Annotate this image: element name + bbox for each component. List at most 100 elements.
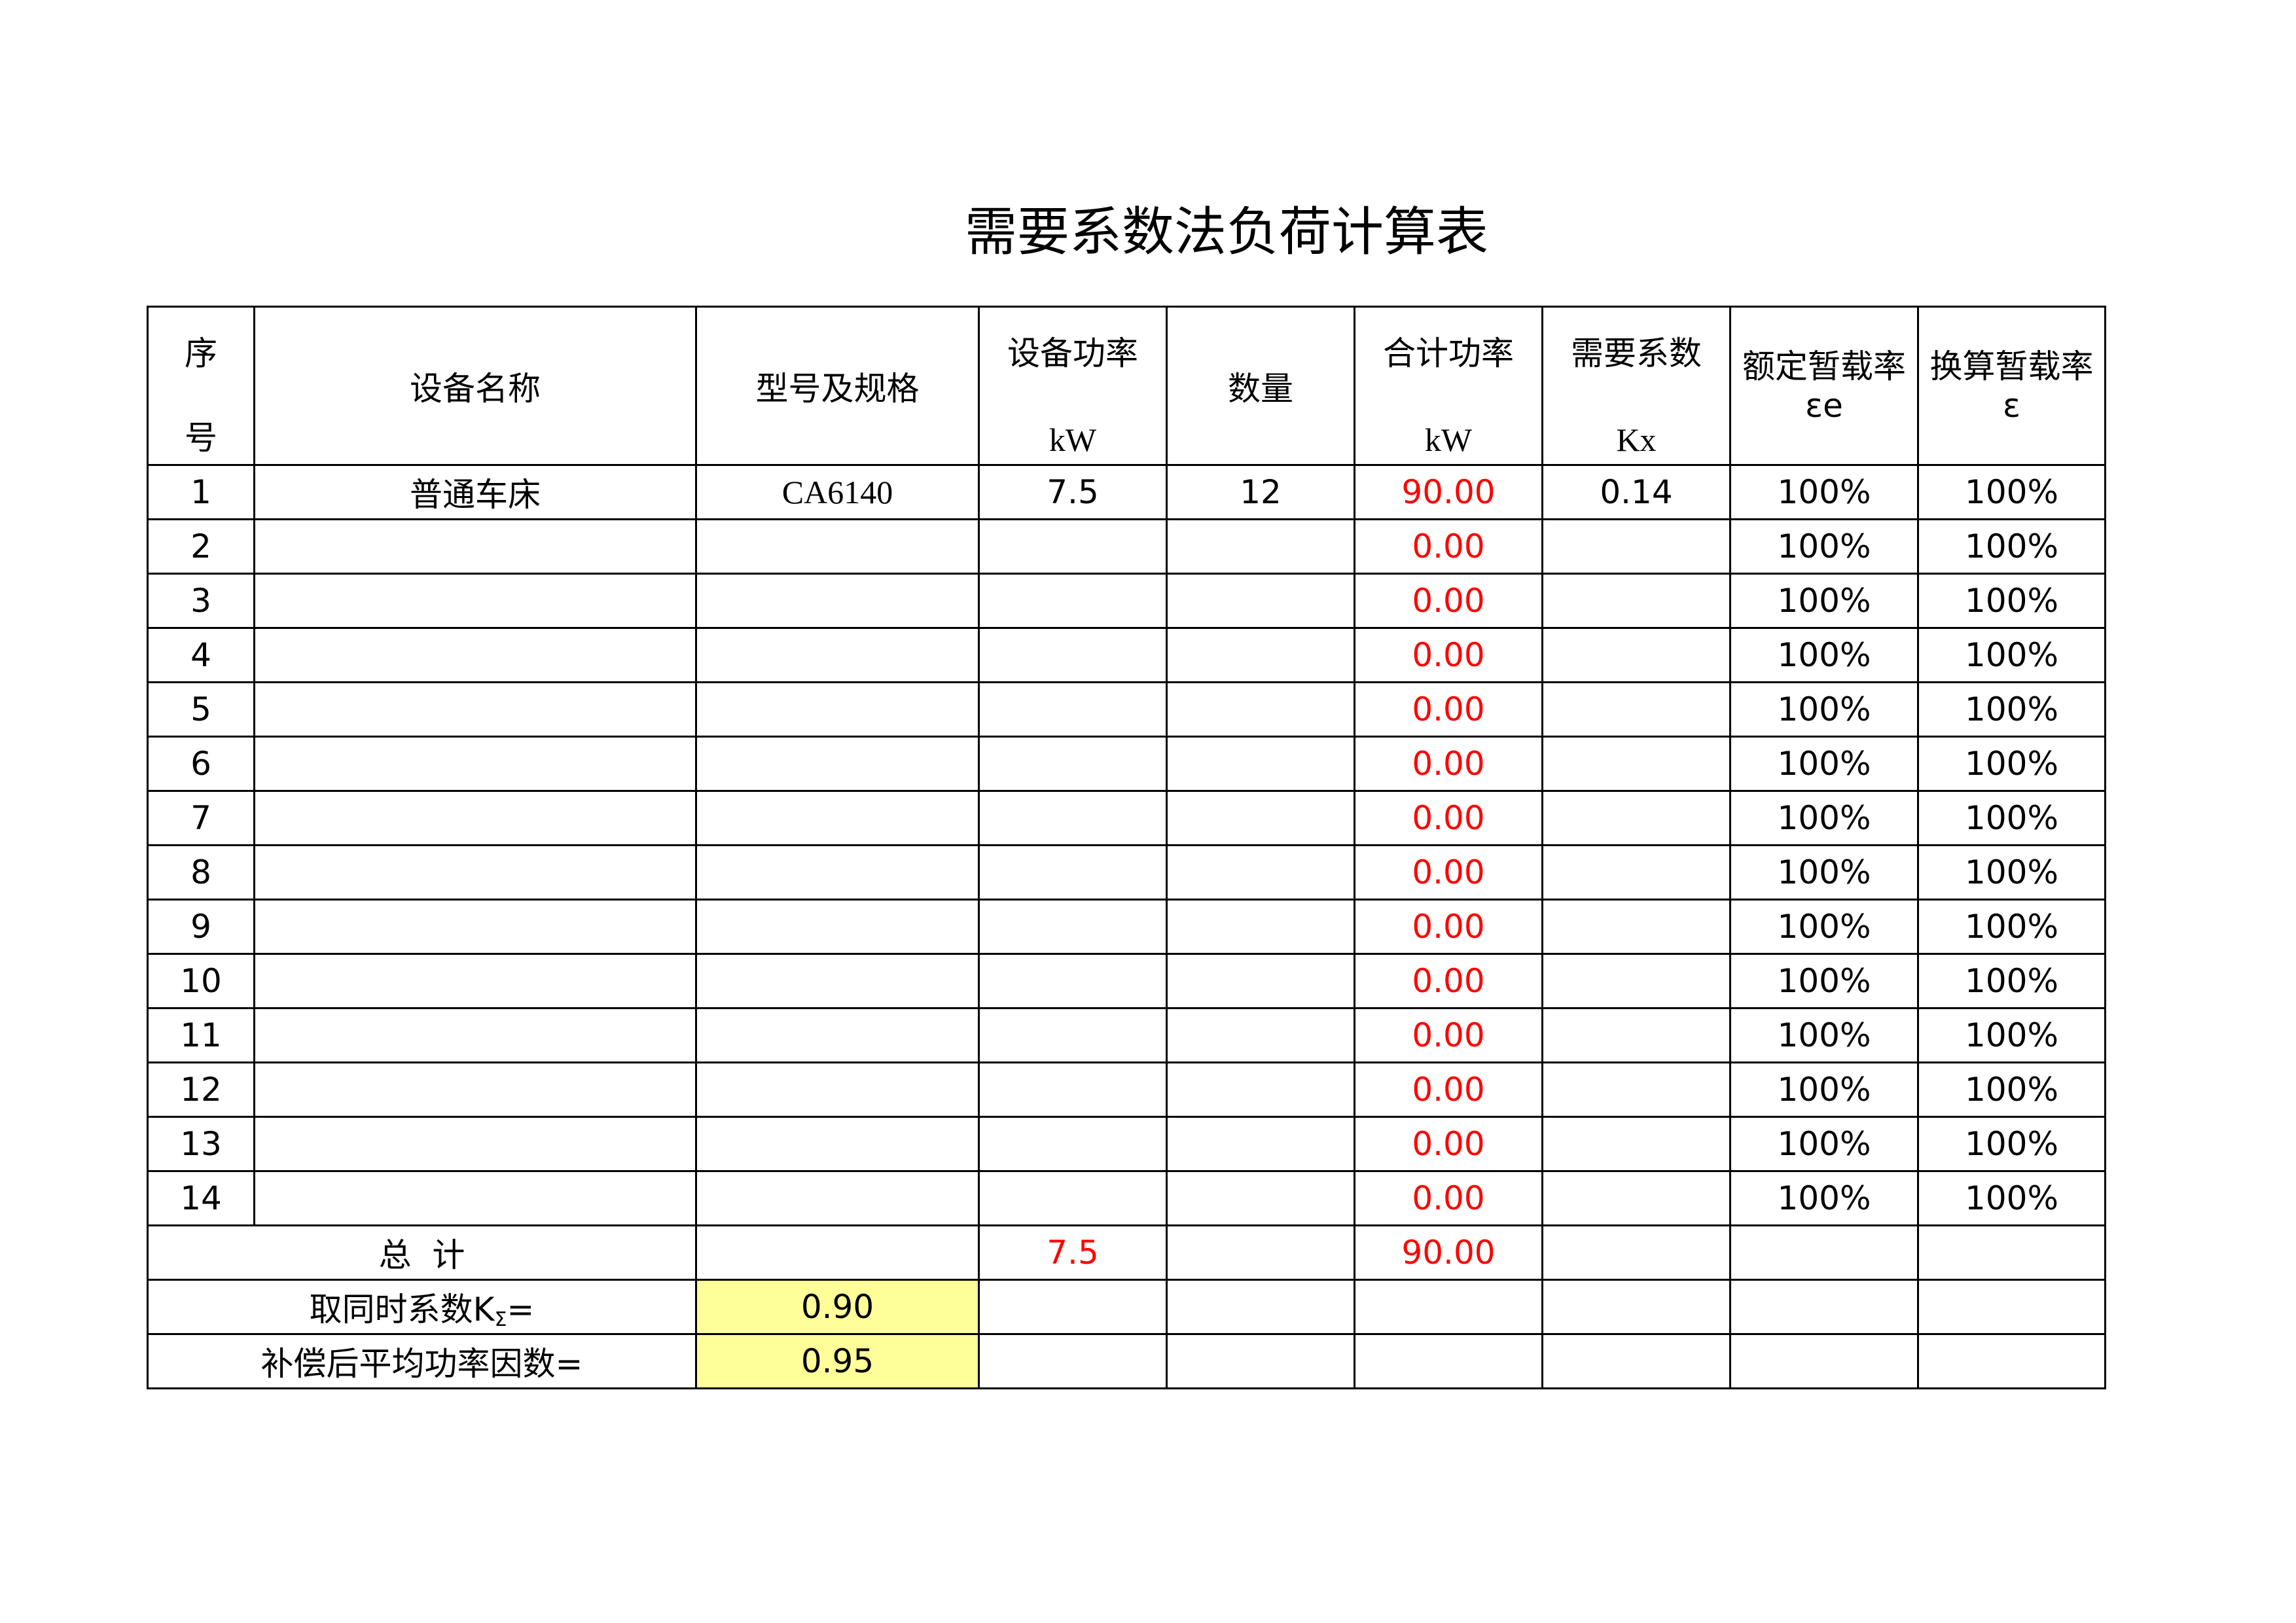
cell-qty[interactable] bbox=[1166, 736, 1355, 792]
empty-cell[interactable] bbox=[1541, 1333, 1731, 1389]
cell-model[interactable] bbox=[695, 627, 980, 683]
cell-power[interactable] bbox=[978, 1061, 1168, 1118]
simultaneity-input[interactable]: 0.90 bbox=[695, 1279, 980, 1335]
cell-total-power[interactable]: 0.00 bbox=[1354, 573, 1543, 629]
cell-total-power[interactable]: 0.00 bbox=[1354, 899, 1543, 955]
cell-model[interactable] bbox=[695, 1116, 980, 1172]
cell-device-name[interactable] bbox=[253, 844, 697, 901]
cell-power[interactable] bbox=[978, 736, 1168, 792]
cell-device-name[interactable] bbox=[253, 573, 697, 629]
cell-no[interactable]: 2 bbox=[147, 518, 255, 575]
cell-qty[interactable] bbox=[1166, 899, 1355, 955]
cell-model[interactable] bbox=[695, 736, 980, 792]
cell-converted-duty[interactable]: 100% bbox=[1917, 681, 2106, 738]
totals-power[interactable]: 7.5 bbox=[978, 1224, 1168, 1281]
cell-device-name[interactable] bbox=[253, 1007, 697, 1063]
cell-rated-duty[interactable]: 100% bbox=[1729, 1170, 1919, 1226]
cell-no[interactable]: 1 bbox=[147, 464, 255, 520]
cell-power[interactable]: 7.5 bbox=[978, 464, 1168, 520]
totals-empty-cell[interactable] bbox=[1729, 1224, 1919, 1281]
cell-kx[interactable] bbox=[1541, 573, 1731, 629]
cell-qty[interactable] bbox=[1166, 573, 1355, 629]
cell-total-power[interactable]: 0.00 bbox=[1354, 790, 1543, 846]
cell-qty[interactable] bbox=[1166, 518, 1355, 575]
cell-kx[interactable] bbox=[1541, 1061, 1731, 1118]
cell-model[interactable] bbox=[695, 899, 980, 955]
cell-kx[interactable] bbox=[1541, 1170, 1731, 1226]
cell-kx[interactable] bbox=[1541, 736, 1731, 792]
cell-rated-duty[interactable]: 100% bbox=[1729, 953, 1919, 1009]
cell-no[interactable]: 6 bbox=[147, 736, 255, 792]
empty-cell[interactable] bbox=[978, 1333, 1168, 1389]
cell-model[interactable] bbox=[695, 1007, 980, 1063]
power-factor-input[interactable]: 0.95 bbox=[695, 1333, 980, 1389]
cell-model[interactable] bbox=[695, 573, 980, 629]
cell-model[interactable] bbox=[695, 681, 980, 738]
cell-kx[interactable] bbox=[1541, 844, 1731, 901]
cell-no[interactable]: 12 bbox=[147, 1061, 255, 1118]
cell-model[interactable] bbox=[695, 1061, 980, 1118]
cell-converted-duty[interactable]: 100% bbox=[1917, 1170, 2106, 1226]
cell-total-power[interactable]: 0.00 bbox=[1354, 1007, 1543, 1063]
cell-kx[interactable] bbox=[1541, 518, 1731, 575]
empty-cell[interactable] bbox=[1166, 1333, 1355, 1389]
cell-total-power[interactable]: 0.00 bbox=[1354, 627, 1543, 683]
totals-total-power[interactable]: 90.00 bbox=[1354, 1224, 1543, 1281]
cell-rated-duty[interactable]: 100% bbox=[1729, 627, 1919, 683]
cell-rated-duty[interactable]: 100% bbox=[1729, 518, 1919, 575]
cell-power[interactable] bbox=[978, 1007, 1168, 1063]
cell-rated-duty[interactable]: 100% bbox=[1729, 573, 1919, 629]
cell-device-name[interactable] bbox=[253, 1116, 697, 1172]
cell-device-name[interactable] bbox=[253, 681, 697, 738]
cell-kx[interactable] bbox=[1541, 790, 1731, 846]
empty-cell[interactable] bbox=[1729, 1279, 1919, 1335]
cell-total-power[interactable]: 0.00 bbox=[1354, 1061, 1543, 1118]
cell-qty[interactable] bbox=[1166, 681, 1355, 738]
cell-rated-duty[interactable]: 100% bbox=[1729, 1061, 1919, 1118]
cell-converted-duty[interactable]: 100% bbox=[1917, 518, 2106, 575]
cell-total-power[interactable]: 0.00 bbox=[1354, 953, 1543, 1009]
cell-no[interactable]: 10 bbox=[147, 953, 255, 1009]
cell-converted-duty[interactable]: 100% bbox=[1917, 899, 2106, 955]
cell-device-name[interactable] bbox=[253, 518, 697, 575]
cell-qty[interactable] bbox=[1166, 1061, 1355, 1118]
cell-device-name[interactable] bbox=[253, 899, 697, 955]
cell-no[interactable]: 11 bbox=[147, 1007, 255, 1063]
cell-converted-duty[interactable]: 100% bbox=[1917, 573, 2106, 629]
cell-kx[interactable] bbox=[1541, 953, 1731, 1009]
cell-converted-duty[interactable]: 100% bbox=[1917, 790, 2106, 846]
cell-device-name[interactable] bbox=[253, 1170, 697, 1226]
cell-device-name[interactable] bbox=[253, 953, 697, 1009]
cell-no[interactable]: 3 bbox=[147, 573, 255, 629]
cell-power[interactable] bbox=[978, 681, 1168, 738]
cell-model[interactable] bbox=[695, 518, 980, 575]
cell-rated-duty[interactable]: 100% bbox=[1729, 736, 1919, 792]
cell-device-name[interactable] bbox=[253, 627, 697, 683]
cell-power[interactable] bbox=[978, 1170, 1168, 1226]
cell-power[interactable] bbox=[978, 518, 1168, 575]
empty-cell[interactable] bbox=[1729, 1333, 1919, 1389]
cell-no[interactable]: 14 bbox=[147, 1170, 255, 1226]
cell-qty[interactable] bbox=[1166, 790, 1355, 846]
empty-cell[interactable] bbox=[1917, 1279, 2106, 1335]
cell-converted-duty[interactable]: 100% bbox=[1917, 627, 2106, 683]
empty-cell[interactable] bbox=[1354, 1333, 1543, 1389]
cell-total-power[interactable]: 0.00 bbox=[1354, 518, 1543, 575]
cell-no[interactable]: 13 bbox=[147, 1116, 255, 1172]
cell-rated-duty[interactable]: 100% bbox=[1729, 1007, 1919, 1063]
cell-kx[interactable] bbox=[1541, 1007, 1731, 1063]
cell-converted-duty[interactable]: 100% bbox=[1917, 1061, 2106, 1118]
cell-no[interactable]: 4 bbox=[147, 627, 255, 683]
cell-qty[interactable] bbox=[1166, 1116, 1355, 1172]
cell-rated-duty[interactable]: 100% bbox=[1729, 1116, 1919, 1172]
cell-power[interactable] bbox=[978, 953, 1168, 1009]
cell-power[interactable] bbox=[978, 790, 1168, 846]
cell-total-power[interactable]: 0.00 bbox=[1354, 1116, 1543, 1172]
cell-model[interactable] bbox=[695, 790, 980, 846]
cell-power[interactable] bbox=[978, 627, 1168, 683]
cell-device-name[interactable] bbox=[253, 736, 697, 792]
cell-converted-duty[interactable]: 100% bbox=[1917, 1007, 2106, 1063]
cell-total-power[interactable]: 0.00 bbox=[1354, 681, 1543, 738]
cell-rated-duty[interactable]: 100% bbox=[1729, 790, 1919, 846]
cell-qty[interactable] bbox=[1166, 1170, 1355, 1226]
